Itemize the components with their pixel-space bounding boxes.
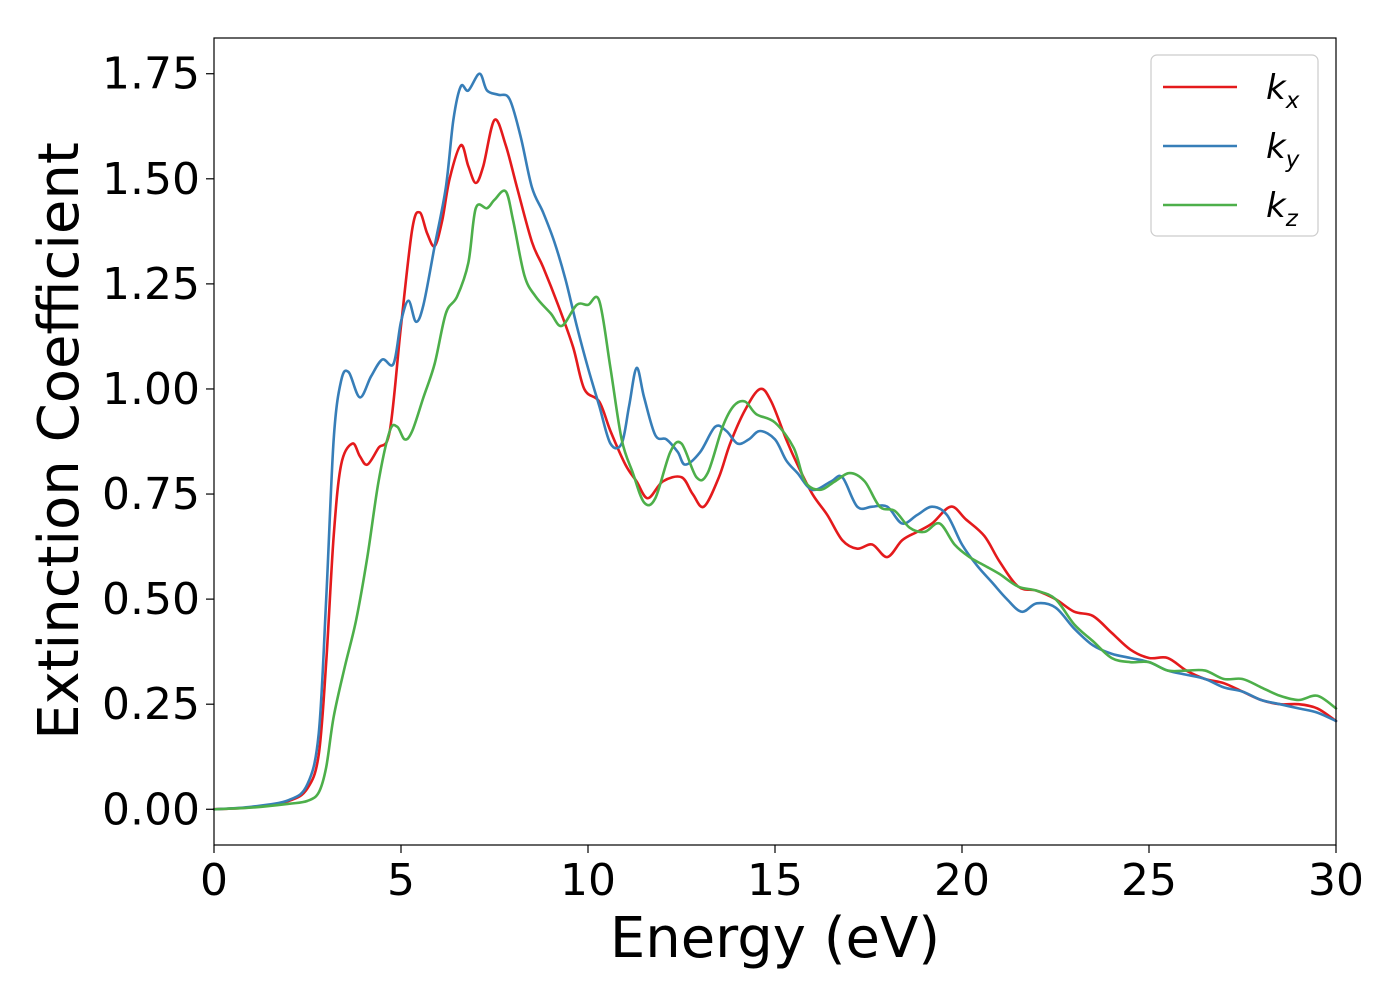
x-tick-label: 25 [1121, 855, 1177, 906]
y-tick-label: 1.50 [102, 154, 200, 205]
legend-label-subscript: z [1285, 206, 1299, 232]
legend-label: kx [1266, 68, 1300, 114]
legend-label: ky [1266, 127, 1300, 173]
x-tick-label: 30 [1308, 855, 1364, 906]
x-tick-label: 15 [747, 855, 803, 906]
y-axis: 0.00 0.25 0.50 0.75 1.00 1.25 1.50 1.75 [102, 49, 214, 835]
y-tick-label: 0.00 [102, 784, 200, 835]
x-tick-label: 0 [200, 855, 228, 906]
series-layer [212, 72, 1338, 811]
x-axis: 0 5 10 15 20 25 30 [200, 845, 1364, 906]
x-tick-label: 10 [560, 855, 616, 906]
y-tick-label: 1.00 [102, 364, 200, 415]
y-axis-title: Extinction Coefficient [27, 142, 92, 740]
legend-label-base: k [1266, 68, 1287, 108]
y-tick-label: 0.50 [102, 574, 200, 625]
legend-label: kz [1266, 186, 1299, 232]
y-tick-label: 0.75 [102, 469, 200, 520]
series-line-kx [212, 118, 1338, 811]
series-line-kz [212, 189, 1338, 811]
legend-label-subscript: x [1285, 88, 1300, 114]
x-tick-label: 20 [934, 855, 990, 906]
y-tick-label: 0.25 [102, 679, 200, 730]
y-tick-label: 1.75 [102, 49, 200, 100]
series-line-ky [212, 72, 1338, 811]
x-axis-title: Energy (eV) [610, 906, 940, 971]
legend-label-subscript: y [1285, 147, 1300, 173]
y-tick-label: 1.25 [102, 259, 200, 310]
legend-label-base: k [1266, 186, 1287, 226]
x-tick-label: 5 [387, 855, 415, 906]
legend-label-base: k [1266, 127, 1287, 167]
